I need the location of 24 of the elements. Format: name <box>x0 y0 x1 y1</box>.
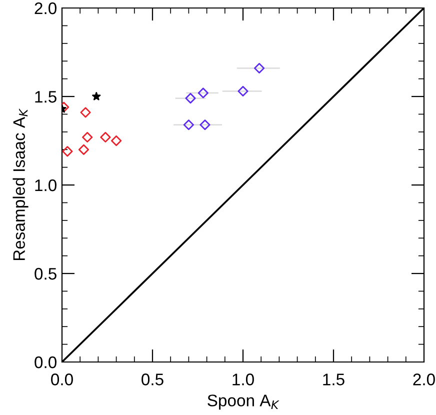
y-tick-label: 1.0 <box>35 179 56 192</box>
point <box>200 120 210 130</box>
point <box>82 132 93 143</box>
x-tick-label: 0.0 <box>51 374 73 386</box>
point <box>111 135 122 146</box>
x-tick-label: 0.5 <box>142 374 164 386</box>
point <box>198 88 208 98</box>
x-axis-title: Spoon A$_{K}$ <box>208 394 280 410</box>
point <box>254 62 265 74</box>
y-tick-label: 0.0 <box>34 356 56 368</box>
point <box>62 146 73 157</box>
point <box>100 132 111 143</box>
y-axis-title: Resampled Isaac A$_{K}$ <box>12 108 28 260</box>
point <box>183 120 194 130</box>
x-tick-label: 2.0 <box>413 374 435 386</box>
point <box>80 107 91 118</box>
x-tick-label: 1.0 <box>232 374 254 386</box>
point <box>78 144 90 155</box>
x-tick-label: 1.5 <box>323 374 344 386</box>
point <box>238 86 248 96</box>
y-tick-label: 1.5 <box>35 91 56 103</box>
point <box>185 92 196 104</box>
y-tick-label: 2.0 <box>34 2 56 14</box>
y-tick-label: 0.5 <box>34 268 56 280</box>
